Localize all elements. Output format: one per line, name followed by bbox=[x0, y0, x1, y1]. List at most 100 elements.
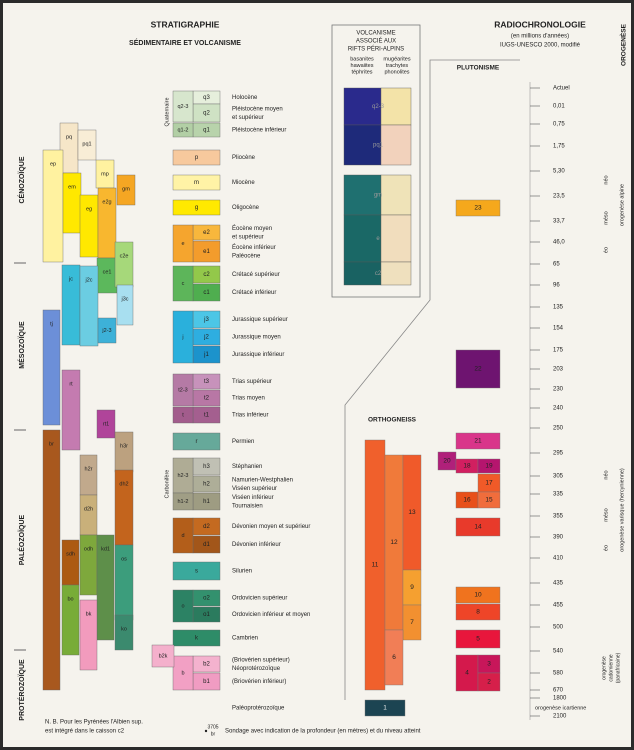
volcanism-band bbox=[343, 214, 382, 263]
age-label: 240 bbox=[553, 406, 564, 412]
orogeny-label: orogenèse alpine bbox=[619, 184, 625, 226]
combined-unit-box bbox=[79, 194, 99, 258]
unit-code: h1 bbox=[203, 499, 210, 505]
plutonism-number: 23 bbox=[474, 205, 482, 212]
plutonism-number: 21 bbox=[474, 438, 482, 445]
unit-label: et supérieur bbox=[232, 115, 264, 121]
unit-code: t2 bbox=[204, 396, 210, 402]
orthogneiss-box bbox=[384, 629, 404, 686]
unit-code: c2 bbox=[203, 272, 210, 278]
unit-label: Pléistocène inférieur bbox=[232, 128, 286, 134]
age-label: 33,7 bbox=[553, 219, 565, 225]
volcanism-column: mugéarites bbox=[383, 56, 410, 62]
plutonism-box bbox=[455, 199, 501, 217]
volcanism-band bbox=[380, 87, 412, 126]
combined-unit-code: rt1 bbox=[103, 421, 109, 427]
unit-box bbox=[172, 432, 221, 451]
plutonism-number: 14 bbox=[474, 524, 482, 531]
combined-unit-box bbox=[42, 429, 61, 691]
combined-unit-box bbox=[97, 317, 117, 344]
unit-label: Paléocène bbox=[232, 253, 261, 259]
plutonism-box bbox=[455, 586, 501, 604]
unit-label: Ordovicien inférieur et moyen bbox=[232, 612, 310, 618]
unit-label: (Briovérien supérieur) bbox=[232, 657, 290, 663]
combined-unit-code: odh bbox=[84, 546, 93, 552]
group-code: c bbox=[182, 281, 185, 287]
volcanism-band bbox=[343, 174, 382, 216]
unit-label: (Briovérien inférieur) bbox=[232, 679, 286, 685]
plutonism-number: 22 bbox=[474, 366, 482, 373]
title: RADIOCHRONOLOGIE bbox=[494, 19, 586, 29]
combined-unit-code: br bbox=[49, 441, 54, 447]
unit-code: q1 bbox=[203, 128, 210, 134]
subtitle: IUGS-UNESCO 2000, modifié bbox=[500, 43, 581, 49]
heading: PLUTONISME bbox=[457, 65, 500, 72]
volcanism-code: e bbox=[376, 236, 380, 242]
combined-unit-box bbox=[116, 284, 134, 326]
group-code: h1-2 bbox=[177, 499, 188, 505]
combined-unit-code: os bbox=[121, 556, 127, 562]
age-label: 435 bbox=[553, 581, 564, 587]
age-label: 135 bbox=[553, 305, 564, 311]
orogeny-label: (panafricaine) bbox=[615, 652, 621, 683]
unit-box bbox=[172, 199, 221, 216]
unit-box bbox=[172, 149, 221, 166]
group-box bbox=[172, 517, 194, 554]
volcanism-code: q2-3 bbox=[372, 104, 385, 110]
plutonism-number: 8 bbox=[476, 609, 480, 616]
combined-unit-box bbox=[61, 539, 80, 586]
orthogneiss-number: 13 bbox=[408, 509, 416, 516]
group-box bbox=[172, 265, 194, 302]
orogeny-phase: néo bbox=[603, 175, 609, 184]
volcanism-band bbox=[380, 214, 412, 263]
combined-unit-box bbox=[96, 409, 116, 439]
title: STRATIGRAPHIE bbox=[151, 19, 220, 29]
combined-unit-code: mp bbox=[101, 171, 109, 177]
unit-label: Éocène inférieur bbox=[232, 244, 276, 251]
plutonism-box bbox=[455, 603, 501, 621]
plutonism-number: 5 bbox=[476, 636, 480, 643]
combined-unit-code: j2-3 bbox=[101, 328, 111, 334]
plutonism-box bbox=[455, 517, 501, 537]
heading: ORTHOGNEISS bbox=[368, 417, 417, 424]
orthogneiss-box bbox=[364, 699, 406, 717]
volcanism-column: hawaiites bbox=[351, 63, 374, 69]
combined-unit-box bbox=[79, 534, 98, 596]
unit-label: et supérieur bbox=[232, 234, 264, 240]
orthogneiss-number: 12 bbox=[390, 539, 398, 546]
group-box bbox=[172, 589, 194, 623]
group-code: j bbox=[181, 334, 183, 340]
group-code: q1-2 bbox=[177, 127, 188, 133]
combined-unit-box bbox=[114, 431, 134, 473]
unit-code: o2 bbox=[203, 596, 210, 602]
volcanism-band bbox=[380, 174, 412, 216]
combined-unit-box bbox=[61, 369, 81, 451]
volcanism-column: basanites bbox=[350, 56, 374, 62]
age-label: 1,75 bbox=[553, 144, 565, 150]
note: 3705 bbox=[207, 724, 218, 730]
unit-label: Stéphanien bbox=[232, 464, 262, 470]
plutonism-number: 17 bbox=[485, 480, 493, 487]
unit-code: m bbox=[194, 180, 199, 186]
unit-label: Oligocène bbox=[232, 205, 260, 211]
volcanism-title: RIFTS PÉRI-ALPINS bbox=[348, 46, 404, 53]
volcanism-frame bbox=[331, 24, 421, 298]
group-code: d bbox=[181, 533, 184, 539]
age-label: 23,5 bbox=[553, 194, 565, 200]
unit-label: Miocène bbox=[232, 180, 255, 186]
combined-unit-box bbox=[77, 129, 97, 161]
combined-unit-code: bk bbox=[86, 611, 92, 617]
orogeny-phase: éo bbox=[603, 545, 609, 551]
unit-label: Silurien bbox=[232, 569, 252, 575]
combined-unit-box bbox=[79, 454, 98, 496]
combined-unit-box bbox=[61, 584, 80, 656]
unit-label: Éocène moyen bbox=[232, 225, 272, 232]
combined-unit-code: gm bbox=[122, 186, 130, 192]
orogeny-phase: néo bbox=[603, 470, 609, 479]
note: br bbox=[211, 731, 216, 737]
combined-unit-code: eg bbox=[86, 206, 92, 212]
unit-code: k bbox=[195, 636, 199, 642]
unit-label: Crétacé supérieur bbox=[232, 272, 280, 278]
combined-unit-code: ko bbox=[121, 626, 127, 632]
age-label: Actuel bbox=[553, 86, 570, 92]
